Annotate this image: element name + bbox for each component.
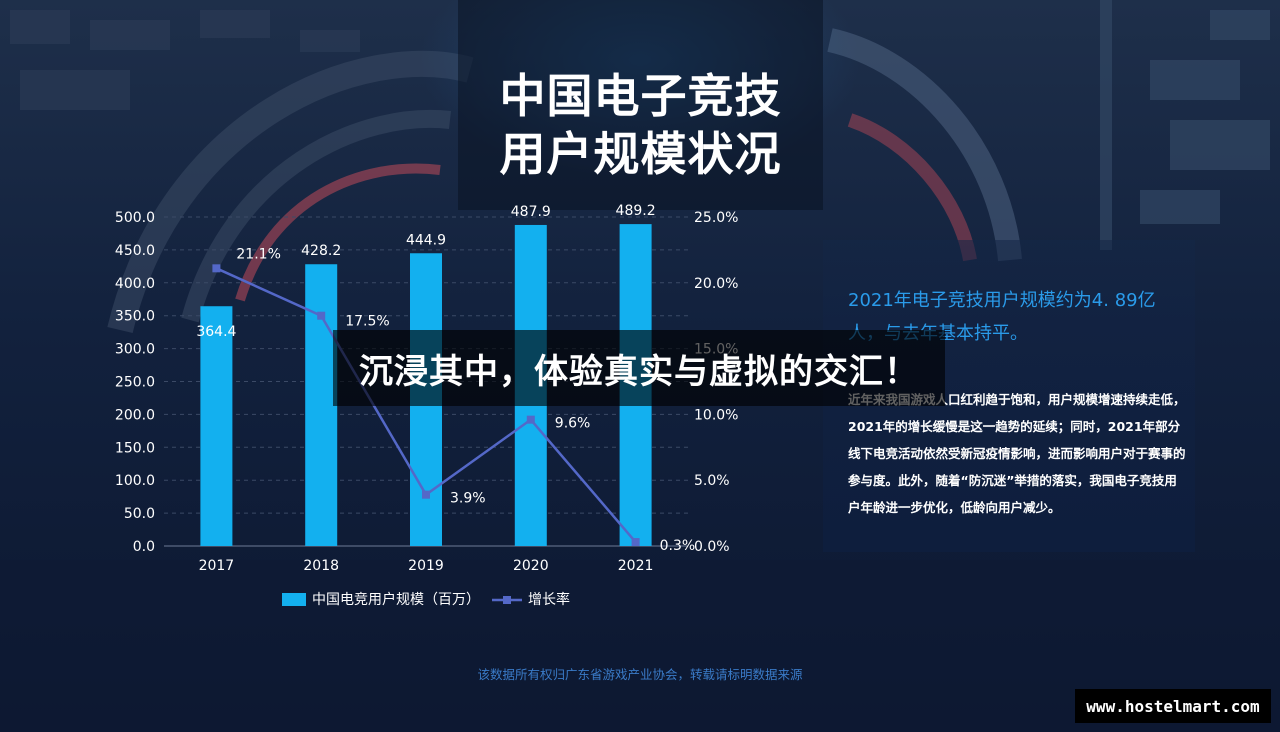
y-left-tick-label: 300.0 (115, 342, 155, 358)
title-line-2: 用户规模状况 (499, 127, 782, 181)
legend-line-marker (503, 596, 511, 604)
bar-value-label: 428.2 (301, 243, 341, 259)
legend-bar-label: 中国电竞用户规模（百万） (312, 591, 480, 608)
y-right-tick-label: 0.0% (694, 539, 730, 555)
side-body: 近年来我国游戏人口红利趋于饱和，用户规模增速持续走低，2021年的增长缓慢是这一… (848, 392, 1186, 515)
legend-line-label: 增长率 (528, 591, 570, 608)
y-left-tick-label: 450.0 (115, 243, 155, 259)
overlay-text: 沉浸其中，体验真实与虚拟的交汇！ (359, 351, 919, 392)
y-left-tick-label: 350.0 (115, 309, 155, 325)
title-line-1: 中国电子竞技 (499, 69, 782, 123)
y-left-tick-label: 400.0 (115, 276, 155, 292)
x-tick-label: 2019 (408, 558, 444, 574)
y-left-tick-label: 0.0 (133, 539, 155, 555)
y-right-tick-label: 10.0% (694, 407, 738, 423)
watermark: www.hostelmart.com (1075, 689, 1271, 723)
decorative-rings-right (827, 28, 1022, 262)
bar-value-label: 489.2 (616, 203, 656, 219)
y-left-tick-label: 500.0 (115, 210, 155, 226)
x-tick-label: 2021 (618, 558, 654, 574)
decorative-rings-left (107, 50, 474, 334)
growth-rate-point-2018 (317, 311, 326, 320)
bar-value-label: 487.9 (511, 204, 551, 220)
y-left-tick-label: 200.0 (115, 407, 155, 423)
growth-rate-point-2020 (526, 415, 535, 424)
source-note: 该数据所有权归广东省游戏产业协会，转载请标明数据来源 (477, 667, 803, 682)
x-tick-label: 2018 (303, 558, 339, 574)
growth-rate-label: 17.5% (345, 314, 389, 330)
growth-rate-point-2017 (212, 264, 221, 273)
user-scale-chart: 0.0 50.0 100.0 150.0 200.0 250.0 300.0 350.0 400… (115, 203, 739, 608)
x-tick-label: 2017 (199, 558, 235, 574)
bar-value-label: 364.4 (196, 324, 236, 340)
x-tick-label: 2020 (513, 558, 549, 574)
legend-bar-swatch (282, 593, 306, 606)
y-right-tick-label: 25.0% (694, 210, 738, 226)
bar-value-label: 444.9 (406, 232, 446, 248)
title-box: 中国电子竞技 用户规模状况 (458, 0, 823, 210)
y-left-tick-label: 50.0 (124, 506, 155, 522)
decorative-blocks-left (10, 10, 360, 110)
bar-2017 (200, 306, 233, 546)
overlay-banner: 沉浸其中，体验真实与虚拟的交汇！ (333, 330, 945, 406)
y-left-tick-label: 100.0 (115, 473, 155, 489)
growth-rate-point-2021 (631, 538, 640, 547)
growth-rate-label: 3.9% (450, 491, 486, 507)
y-right-tick-label: 5.0% (694, 473, 730, 489)
growth-rate-label: 9.6% (555, 416, 591, 432)
growth-rate-point-2019 (422, 490, 430, 499)
growth-rate-label: 0.3% (660, 538, 696, 554)
y-left-tick-label: 250.0 (115, 375, 155, 391)
y-right-tick-label: 20.0% (694, 276, 738, 292)
growth-rate-label: 21.1% (236, 246, 280, 262)
y-left-tick-label: 150.0 (115, 440, 155, 456)
decorative-blocks-right (1100, 0, 1270, 250)
